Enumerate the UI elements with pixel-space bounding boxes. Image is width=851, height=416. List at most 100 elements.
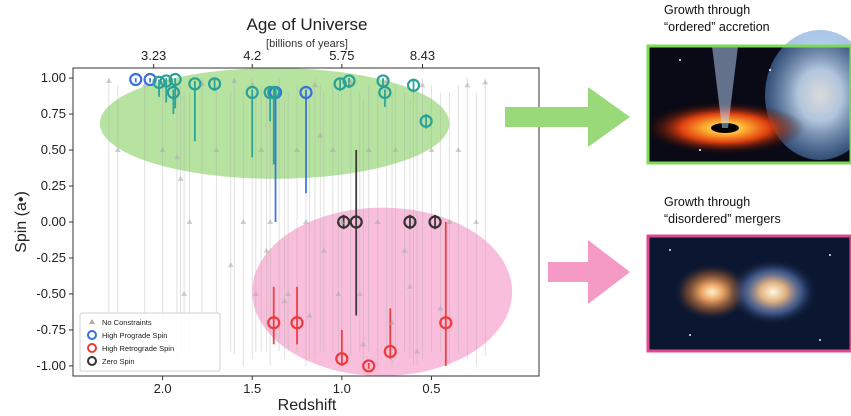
point-no-constraint-40 <box>281 298 288 304</box>
y-tick-label-1: 0.75 <box>41 106 66 121</box>
point-no-constraint-47 <box>263 247 270 253</box>
point-no-constraint-7 <box>213 147 220 153</box>
point-s4-1 <box>349 215 363 229</box>
point-layer <box>105 72 489 373</box>
top-tick-layer: 3.23 4.2 5.75 8.43 <box>141 48 435 68</box>
point-no-constraint-12 <box>267 219 274 224</box>
point-s2-1 <box>159 74 173 88</box>
legend-label-2: High Retrograde Spin <box>102 344 174 353</box>
legend-label-0: No Constraints <box>102 318 152 327</box>
point-no-constraint-38 <box>227 262 234 268</box>
accretion-title-line2: “ordered” accretion <box>664 20 770 34</box>
legend-label-3: Zero Spin <box>102 357 135 366</box>
legend-swatch-0 <box>89 319 95 324</box>
point-s3-4 <box>383 344 397 359</box>
point-s3-2 <box>335 352 349 366</box>
legend: No Constraints High Prograde Spin High Ret… <box>79 312 221 372</box>
point-s2-0 <box>152 75 166 89</box>
point-s1-3 <box>299 85 313 100</box>
x-tick-label-0: 2.0 <box>154 381 172 396</box>
point-s3-0 <box>267 316 281 330</box>
point-s2-5 <box>207 77 222 91</box>
point-no-constraint-9 <box>240 219 247 224</box>
errorbar-layer <box>108 78 486 369</box>
point-no-constraint-31 <box>437 305 444 311</box>
point-no-constraint-0 <box>105 77 112 83</box>
point-no-constraint-15 <box>294 147 301 153</box>
y-tick-label-0: 1.00 <box>41 70 66 85</box>
chart-title: Age of Universe <box>247 15 368 34</box>
x-tick-label-1: 1.5 <box>243 381 261 396</box>
point-no-constraint-46 <box>173 154 180 160</box>
point-no-constraint-43 <box>360 341 367 347</box>
point-s4-3 <box>428 215 442 229</box>
point-no-constraint-3 <box>159 147 166 153</box>
x-tick-label-3: 0.5 <box>422 381 440 396</box>
point-no-constraint-48 <box>317 132 324 138</box>
point-no-constraint-1 <box>114 147 121 153</box>
point-no-constraint-26 <box>392 147 399 153</box>
point-no-constraint-27 <box>401 247 408 253</box>
point-no-constraint-2 <box>141 82 148 88</box>
point-no-constraint-21 <box>347 79 354 85</box>
point-no-constraint-20 <box>338 219 345 224</box>
point-no-constraint-45 <box>414 348 421 354</box>
y-tick-label-2: 0.50 <box>41 142 66 157</box>
point-s2-13 <box>406 78 421 92</box>
y-tick-label-4: 0.00 <box>41 214 66 229</box>
point-no-constraint-37 <box>181 290 188 296</box>
top-tick-label-0: 3.23 <box>141 48 166 63</box>
point-s2-8 <box>267 85 281 100</box>
legend-box <box>79 312 221 372</box>
point-no-constraint-4 <box>177 175 184 181</box>
top-tick-label-3: 8.43 <box>410 48 435 63</box>
point-s3-3 <box>362 359 376 373</box>
chart-subtitle: [billions of years] <box>266 38 348 50</box>
point-no-constraint-49 <box>406 283 413 289</box>
y-tick-label-7: -0.75 <box>36 322 66 337</box>
y-tick-label-6: -0.50 <box>36 286 66 301</box>
point-no-constraint-8 <box>231 77 238 83</box>
mergers-title-line2: “disordered” mergers <box>664 212 781 226</box>
y-tick-layer: 1.00 0.75 0.50 0.25 0.00 -0.25 -0.50 -0.75 -1.00 <box>36 70 73 373</box>
point-no-constraint-14 <box>285 290 292 296</box>
y-tick-label-3: 0.25 <box>41 178 66 193</box>
accretion-title-line1: Growth through <box>664 3 750 17</box>
point-s4-0 <box>337 215 351 229</box>
mergers-image <box>646 234 851 353</box>
point-no-constraint-42 <box>335 290 342 296</box>
point-s4-2 <box>403 215 417 229</box>
point-no-constraint-29 <box>419 82 426 88</box>
point-no-constraint-34 <box>464 82 471 88</box>
point-no-constraint-41 <box>306 312 313 318</box>
point-s3-5 <box>439 316 453 330</box>
point-no-constraint-44 <box>389 319 396 325</box>
point-no-constraint-32 <box>446 219 453 224</box>
point-s2-2 <box>168 72 182 87</box>
legend-swatch-3 <box>87 356 97 366</box>
y-tick-label-8: -1.00 <box>36 358 66 373</box>
highlight-region-1 <box>252 207 513 376</box>
legend-label-1: High Prograde Spin <box>102 331 167 340</box>
point-no-constraint-39 <box>252 290 259 296</box>
top-tick-label-1: 4.2 <box>243 48 261 63</box>
x-tick-label-2: 1.0 <box>333 381 351 396</box>
point-s2-10 <box>342 74 356 88</box>
x-axis-label: Redshift <box>278 397 337 414</box>
point-no-constraint-11 <box>258 147 265 153</box>
point-s2-14 <box>419 114 433 128</box>
point-s2-4 <box>188 77 202 91</box>
point-no-constraint-22 <box>356 290 363 296</box>
point-no-constraint-17 <box>311 82 318 88</box>
y-axis-label: Spin (a•) <box>13 191 30 253</box>
point-no-constraint-10 <box>249 82 256 88</box>
point-no-constraint-36 <box>482 79 489 85</box>
arrow-to-accretion <box>505 87 630 147</box>
point-s1-0 <box>129 72 143 87</box>
point-no-constraint-35 <box>473 219 480 224</box>
accretion-image <box>645 30 851 165</box>
point-no-constraint-23 <box>365 147 372 153</box>
point-s2-6 <box>245 85 259 100</box>
point-no-constraint-33 <box>455 147 462 153</box>
point-s2-3 <box>166 85 180 100</box>
